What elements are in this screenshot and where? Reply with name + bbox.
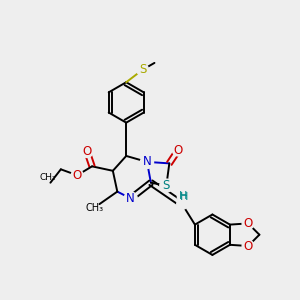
Text: N: N xyxy=(143,155,152,168)
Circle shape xyxy=(71,169,83,181)
Text: H: H xyxy=(179,191,187,201)
Circle shape xyxy=(172,144,184,156)
Text: N: N xyxy=(126,192,135,205)
Text: S: S xyxy=(163,179,170,192)
Text: O: O xyxy=(73,169,82,182)
Circle shape xyxy=(124,192,137,205)
Text: S: S xyxy=(139,63,146,76)
Circle shape xyxy=(140,155,154,168)
Text: O: O xyxy=(174,143,183,157)
Text: O: O xyxy=(244,239,253,253)
Circle shape xyxy=(136,64,148,76)
Text: O: O xyxy=(82,145,91,158)
Text: H: H xyxy=(179,192,188,202)
Circle shape xyxy=(160,179,173,192)
Circle shape xyxy=(242,240,254,252)
Text: O: O xyxy=(244,217,253,230)
Circle shape xyxy=(81,146,93,158)
Circle shape xyxy=(177,199,188,209)
Circle shape xyxy=(242,218,254,230)
Circle shape xyxy=(177,192,187,201)
Text: CH₂: CH₂ xyxy=(39,173,56,182)
Text: CH₃: CH₃ xyxy=(86,203,104,213)
